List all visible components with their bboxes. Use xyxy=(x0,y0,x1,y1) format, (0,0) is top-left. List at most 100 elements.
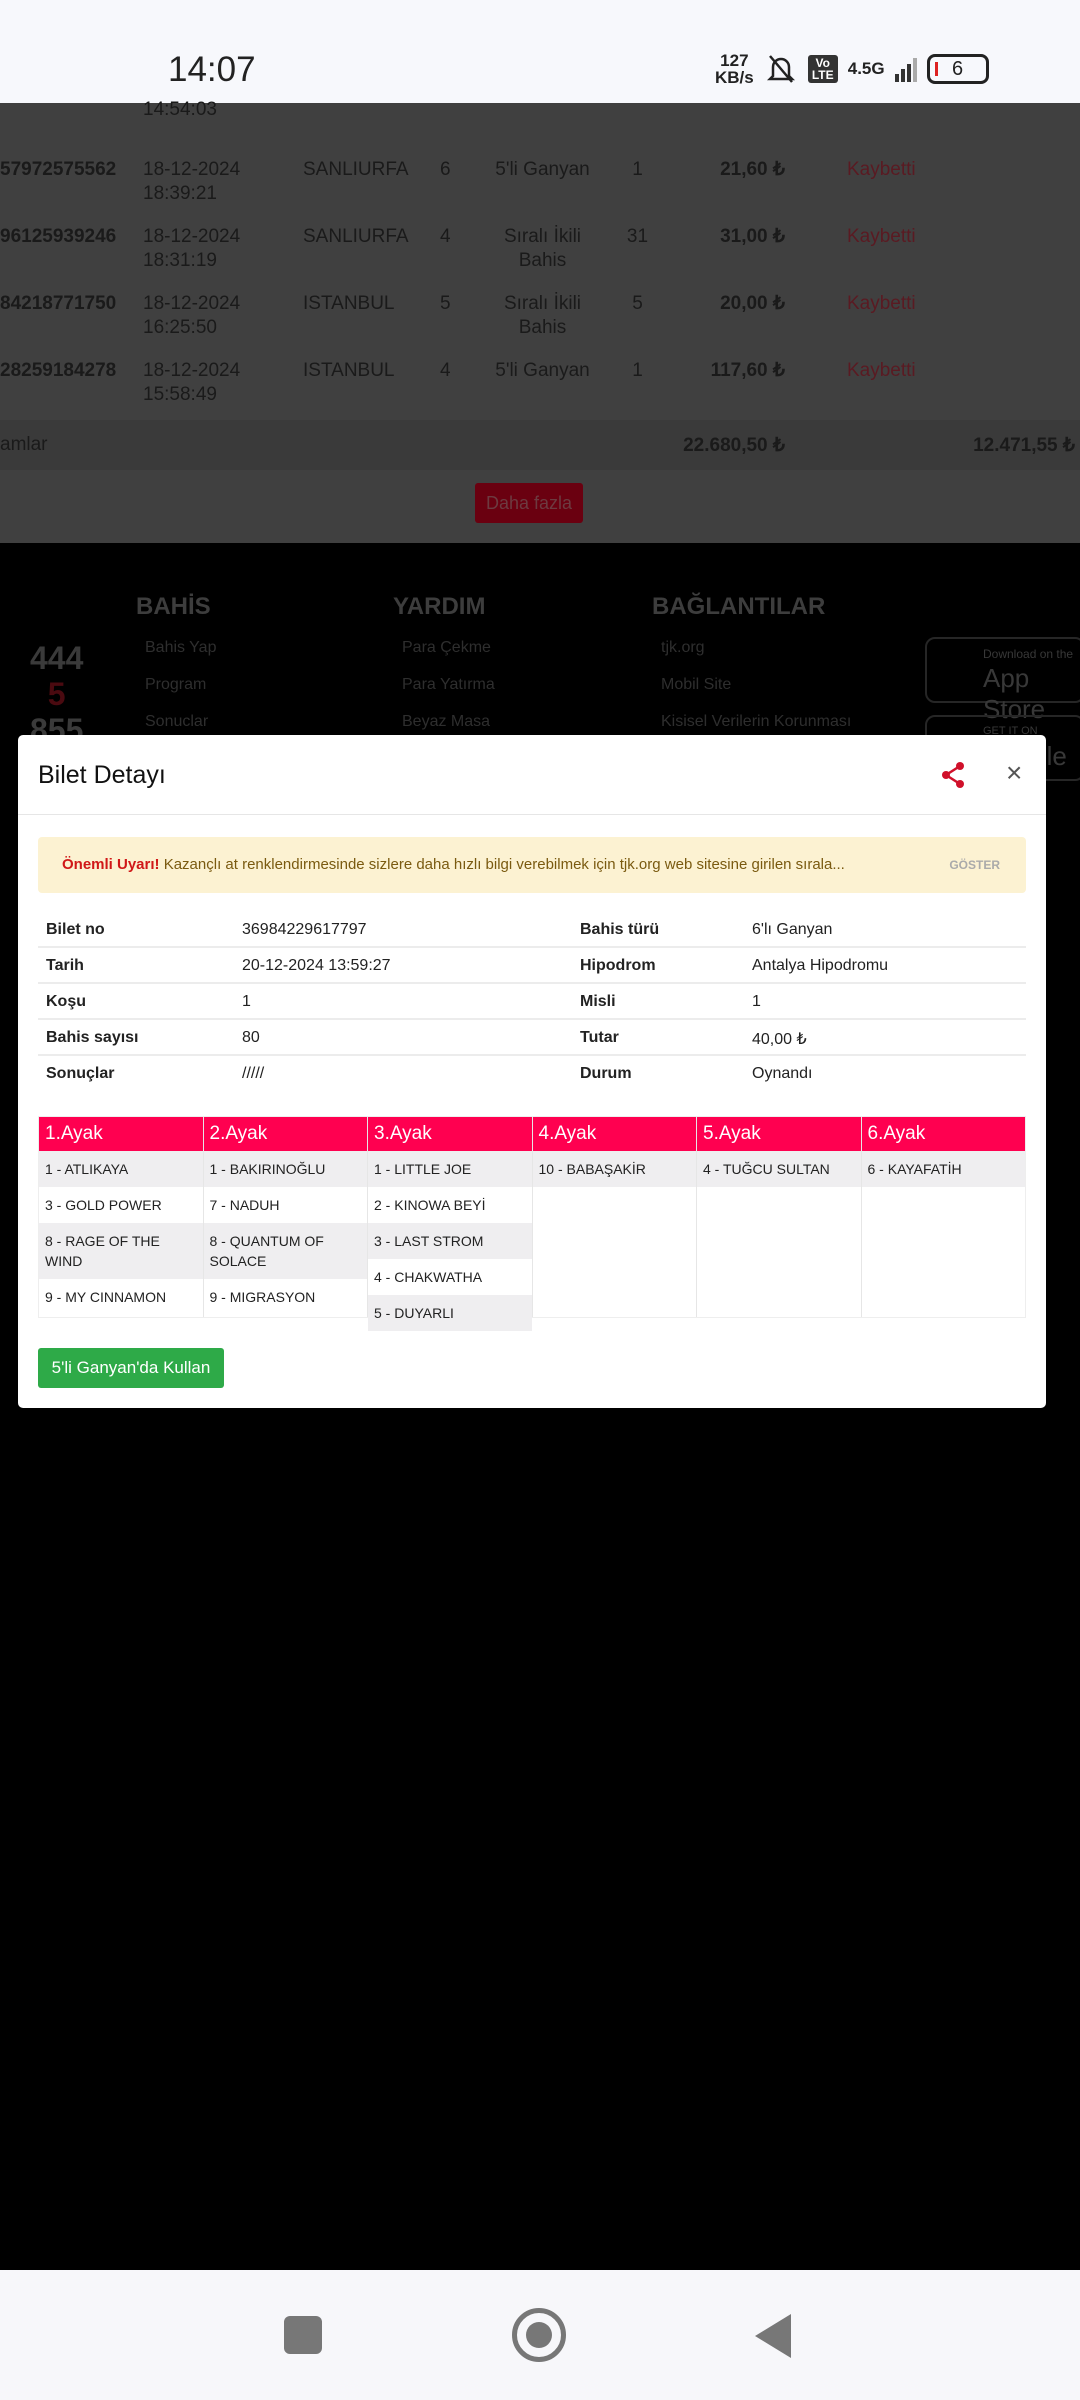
leg-header: 4.Ayak xyxy=(532,1117,696,1151)
count-cell: 5 xyxy=(632,293,643,314)
footer-link[interactable]: Program xyxy=(145,676,207,693)
app-store-badge[interactable]: Download on the App Store xyxy=(925,637,1080,724)
leg-horses: 6 - KAYAFATİH xyxy=(861,1151,1025,1187)
table-row[interactable]: 28259184278 18-12-2024 ISTANBUL 4 5'li Ganya… xyxy=(0,359,1080,425)
detail-label: Bahis sayısı xyxy=(46,1029,139,1046)
more-button[interactable]: Daha fazla xyxy=(475,483,583,523)
modal-title: Bilet Detayı xyxy=(38,761,166,789)
totals-won: 12.471,55 ₺ xyxy=(973,435,1075,456)
detail-value: 6'lı Ganyan xyxy=(752,921,833,938)
signal-icon xyxy=(894,56,917,82)
leg-horses: 1 - LITTLE JOE 2 - KINOWA BEYİ 3 - LAST ST… xyxy=(368,1151,532,1331)
leg-header: 5.Ayak xyxy=(697,1117,861,1151)
leg-horses: 4 - TUĞCU SULTAN xyxy=(697,1151,861,1187)
leg-column: 6.Ayak 6 - KAYAFATİH xyxy=(861,1117,1025,1317)
bet-type-cell: Sıralı İkili Bahis xyxy=(503,226,582,271)
detail-label: Tutar xyxy=(580,1029,619,1046)
race-cell: 5 xyxy=(440,293,451,314)
clock: 14:07 xyxy=(168,50,256,89)
city-cell: SANLIURFA xyxy=(303,159,409,180)
detail-value: 36984229617797 xyxy=(242,921,367,938)
detail-value: 1 xyxy=(242,993,251,1010)
footer-link[interactable]: Mobil Site xyxy=(661,676,732,693)
detail-value: Antalya Hipodromu xyxy=(752,957,889,974)
footer-link[interactable]: Kisisel Verilerin Korunması xyxy=(661,713,852,730)
totals-label: amlar xyxy=(0,434,48,455)
time-cell: 18:39:21 xyxy=(143,183,217,204)
detail-label: Hipodrom xyxy=(580,957,656,974)
network-speed: 127 KB/s xyxy=(715,52,754,86)
detail-value: Oynandı xyxy=(752,1065,813,1082)
leg-horses: 1 - ATLIKAYA 3 - GOLD POWER 8 - RAGE OF TH… xyxy=(39,1151,203,1315)
footer-link[interactable]: Para Yatırma xyxy=(402,676,495,693)
amount-cell: 31,00 ₺ xyxy=(720,226,785,247)
footer-link[interactable]: Bahis Yap xyxy=(145,639,217,656)
time-cell: 16:25:50 xyxy=(143,317,217,338)
bell-muted-icon xyxy=(766,55,795,83)
phone-part: 5 xyxy=(47,676,66,712)
detail-row: Bahis sayısı 80 Tutar 40,00 ₺ xyxy=(38,1020,1026,1056)
store-small: GET IT ON xyxy=(983,725,1038,737)
horse-item: 5 - DUYARLI xyxy=(368,1295,532,1331)
horse-item: 1 - BAKIRINOĞLU xyxy=(203,1151,367,1187)
table-row[interactable]: 57972575562 18-12-2024 SANLIURFA 6 5'li Gany… xyxy=(0,158,1080,224)
detail-row: Tarih 20-12-2024 13:59:27 Hipodrom Antalya … xyxy=(38,948,1026,984)
detail-label: Sonuçlar xyxy=(46,1065,115,1082)
horse-item: 2 - KINOWA BEYİ xyxy=(374,1197,486,1213)
time-cell: 18:31:19 xyxy=(143,250,217,271)
status-cell: Kaybetti xyxy=(847,159,916,180)
date-cell: 18-12-2024 xyxy=(143,293,241,314)
bet-type-cell: 5'li Ganyan xyxy=(495,360,590,381)
home-button[interactable] xyxy=(512,2308,566,2362)
ticket-no: 57972575562 xyxy=(0,159,117,180)
leg-column: 5.Ayak 4 - TUĞCU SULTAN xyxy=(697,1117,862,1317)
status-bar: 14:07 127 KB/s Vo LTE 4.5G 6 xyxy=(0,0,1080,103)
footer-link[interactable]: Beyaz Masa xyxy=(402,713,491,730)
leg-horses: 1 - BAKIRINOĞLU 7 - NADUH 8 - QUANTUM OF S… xyxy=(203,1151,367,1315)
legs-table: 1.Ayak 1 - ATLIKAYA 3 - GOLD POWER 8 - RAGE… xyxy=(38,1116,1026,1331)
horse-item: 1 - ATLIKAYA xyxy=(39,1151,203,1187)
footer-link[interactable]: tjk.org xyxy=(661,639,705,656)
footer-column: YARDIM Para Çekme Para Yatırma Beyaz Masa xyxy=(393,593,495,750)
alert-text: Kazançlı at renklendirmesinde sizlere da… xyxy=(163,856,845,873)
close-icon[interactable]: × xyxy=(1006,757,1023,788)
leg-header: 3.Ayak xyxy=(368,1117,532,1151)
detail-row: Sonuçlar ///// Durum Oynandı xyxy=(38,1056,1026,1092)
horse-item: 3 - LAST STROM xyxy=(368,1223,532,1259)
status-cell: Kaybetti xyxy=(847,360,916,381)
show-button[interactable]: GÖSTER xyxy=(949,858,1000,872)
detail-value: 40,00 ₺ xyxy=(752,1031,807,1048)
table-row[interactable]: 84218771750 18-12-2024 ISTANBUL 5 Sıralı İki… xyxy=(0,292,1080,358)
detail-label: Koşu xyxy=(46,993,86,1010)
ticket-detail-modal: Bilet Detayı × Önemli Uyarı! Kazançlı at… xyxy=(18,735,1046,1408)
race-cell: 6 xyxy=(440,159,451,180)
recents-button[interactable] xyxy=(284,2316,322,2354)
footer-link[interactable]: Sonuclar xyxy=(145,713,209,730)
use-in-5li-ganyan-button[interactable]: 5'li Ganyan'da Kullan xyxy=(38,1348,224,1388)
horse-item: 7 - NADUH xyxy=(209,1197,280,1213)
horse-item: 4 - TUĞCU SULTAN xyxy=(697,1151,861,1187)
store-small: Download on the xyxy=(983,647,1074,661)
leg-column: 3.Ayak 1 - LITTLE JOE 2 - KINOWA BEYİ 3 - L… xyxy=(368,1117,533,1331)
leg-header: 6.Ayak xyxy=(861,1117,1025,1151)
leg-column: 2.Ayak 1 - BAKIRINOĞLU 7 - NADUH 8 - QUANTU… xyxy=(203,1117,368,1317)
back-button[interactable] xyxy=(755,2314,791,2358)
horse-item: 10 - BABAŞAKİR xyxy=(532,1151,696,1187)
detail-label: Bilet no xyxy=(46,921,105,938)
network-type: 4.5G xyxy=(847,59,885,78)
footer-column: BAĞLANTILAR tjk.org Mobil Site Kisisel Veri… xyxy=(652,593,851,750)
leg-column: 1.Ayak 1 - ATLIKAYA 3 - GOLD POWER 8 - RAGE… xyxy=(39,1117,204,1317)
detail-value: ///// xyxy=(242,1065,265,1082)
table-row[interactable]: 96125939246 18-12-2024 SANLIURFA 4 Sıralı İk… xyxy=(0,225,1080,291)
ticket-no: 96125939246 xyxy=(0,226,117,247)
city-cell: ISTANBUL xyxy=(303,360,395,381)
race-cell: 4 xyxy=(440,226,451,247)
amount-cell: 117,60 ₺ xyxy=(710,360,785,381)
share-icon[interactable] xyxy=(940,761,966,789)
city-cell: ISTANBUL xyxy=(303,293,395,314)
warning-alert: Önemli Uyarı! Kazançlı at renklendirmesi… xyxy=(38,837,1026,893)
ticket-details: Bilet no 36984229617797 Bahis türü 6'lı Gan… xyxy=(38,912,1026,1092)
leg-header: 1.Ayak xyxy=(39,1117,203,1151)
modal-header: Bilet Detayı × xyxy=(18,735,1046,815)
footer-link[interactable]: Para Çekme xyxy=(402,639,491,656)
